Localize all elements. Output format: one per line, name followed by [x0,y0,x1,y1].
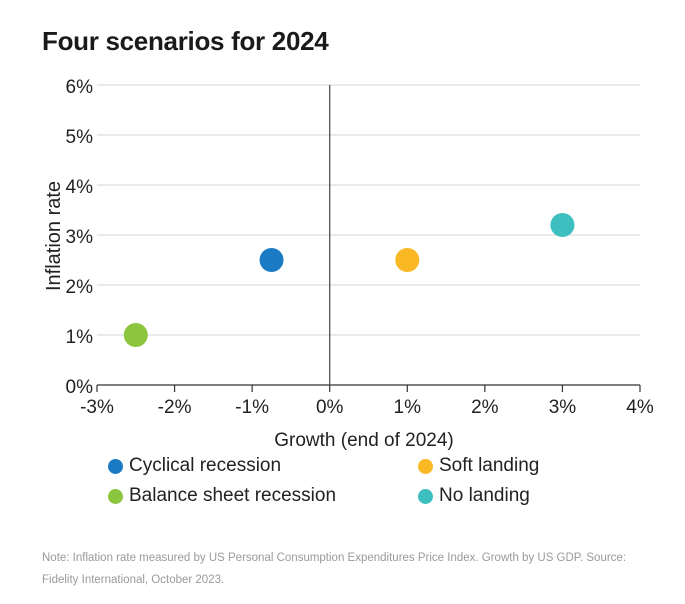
y-tick-label: 4% [66,177,94,198]
chart-legend: Cyclical recession Soft landing Balance … [108,455,628,515]
x-tick-label: 0% [316,397,344,418]
x-tick-labels: -3% -2% -1% 0% 1% 2% 3% 4% [80,397,654,418]
legend-label: Cyclical recession [129,455,282,476]
data-points [123,213,575,347]
legend-swatch [108,458,123,474]
x-tick-label: 3% [549,397,577,418]
legend-item-soft-landing: Soft landing [418,455,539,477]
point-no-landing [550,213,575,237]
chart-title: Four scenarios for 2024 [42,26,329,56]
x-tick-label: -2% [158,397,192,418]
y-tick-labels: 0% 1% 2% 3% 4% 5% 6% [66,77,94,398]
legend-swatch [108,488,123,504]
x-tick-label: 2% [471,397,499,418]
legend-label: No landing [439,485,530,506]
x-tick-label: 4% [626,397,654,418]
point-balance-sheet-recession [123,323,148,347]
y-axis-label: Inflation rate [43,181,65,291]
gridlines [97,84,640,336]
y-tick-label: 1% [66,327,94,348]
chart-note: Note: Inflation rate measured by US Pers… [42,552,627,586]
y-tick-label: 0% [66,377,94,398]
y-tick-label: 5% [66,127,94,148]
x-tick-label: 1% [394,397,422,418]
x-tick-label: -1% [235,397,269,418]
legend-item-cyclical-recession: Cyclical recession [108,455,281,477]
legend-label: Soft landing [439,455,540,476]
legend-label: Balance sheet recession [129,485,337,506]
legend-item-no-landing: No landing [418,485,530,507]
x-tick-label: -3% [80,397,114,418]
legend-swatch [418,488,433,504]
y-tick-label: 6% [66,77,94,98]
y-tick-label: 3% [66,227,94,248]
axes [96,85,641,392]
x-axis-label: Growth (end of 2024) [274,430,454,451]
point-cyclical-recession [259,248,284,272]
legend-item-balance-sheet-recession: Balance sheet recession [108,485,336,507]
legend-swatch [418,458,433,474]
point-soft-landing [395,248,420,272]
y-tick-label: 2% [66,277,94,298]
